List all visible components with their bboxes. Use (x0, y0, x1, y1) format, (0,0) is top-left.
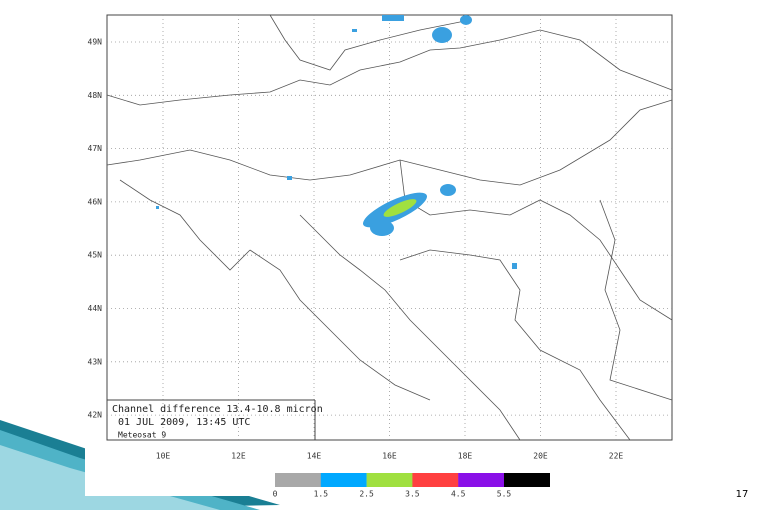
colorbar-label: 0 (273, 490, 278, 499)
colorbar-segment (320, 473, 367, 487)
lat-label: 46N (88, 197, 103, 206)
lat-label: 48N (88, 91, 103, 100)
lon-label: 14E (307, 452, 322, 461)
lat-label: 47N (88, 144, 103, 153)
lon-label: 16E (382, 452, 397, 461)
lon-label: 12E (231, 452, 246, 461)
colorbar-label: 4.5 (451, 490, 466, 499)
lat-label: 44N (88, 304, 103, 313)
colorbar-label: 5.5 (497, 490, 512, 499)
lon-label: 22E (609, 452, 624, 461)
colorbar-label: 3.5 (405, 490, 420, 499)
caption-line: 01 JUL 2009, 13:45 UTC (118, 417, 250, 428)
lat-label: 43N (88, 357, 103, 366)
lat-label: 45N (88, 251, 103, 260)
lat-label: 49N (88, 38, 103, 47)
lat-label: 42N (88, 411, 103, 420)
caption-box: Channel difference 13.4-10.8 micron 01 J… (107, 399, 323, 440)
caption-line: Meteosat 9 (118, 431, 166, 440)
graticule: 49N 48N 47N 46N 45N 44N 43N 42N 10E 12E 14E 16E 18E 2… (88, 15, 672, 461)
map-image (85, 0, 685, 496)
lon-label: 18E (458, 452, 473, 461)
page-number: 17 (736, 489, 749, 500)
lon-label: 10E (156, 452, 171, 461)
colorbar-segment (504, 473, 550, 487)
colorbar-label: 2.5 (359, 490, 374, 499)
colorbar-segment (275, 473, 321, 487)
lon-label: 20E (533, 452, 548, 461)
cloud-pixels (156, 15, 517, 269)
borders (106, 14, 673, 441)
colorbar: 0 1.5 2.5 3.5 4.5 5.5 (273, 473, 550, 499)
colorbar-segment (366, 473, 413, 487)
caption-line: Channel difference 13.4-10.8 micron (112, 404, 323, 415)
colorbar-segment (412, 473, 459, 487)
colorbar-label: 1.5 (314, 490, 329, 499)
colorbar-segment (458, 473, 505, 487)
